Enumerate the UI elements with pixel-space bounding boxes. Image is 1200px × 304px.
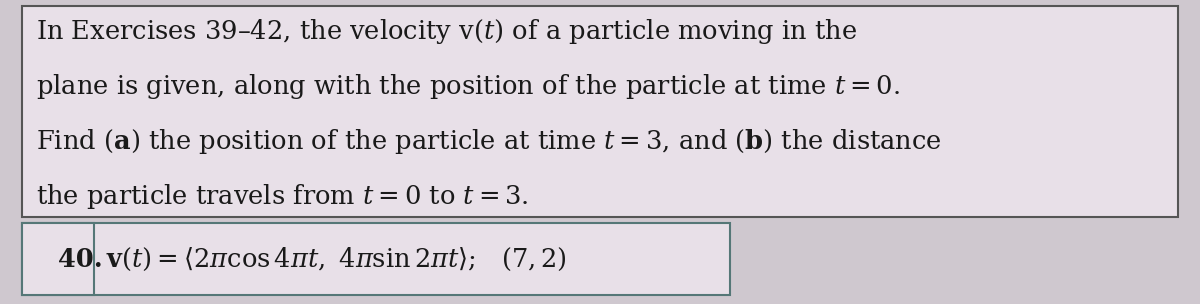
Text: plane is given, along with the position of the particle at time $t = 0$.: plane is given, along with the position … bbox=[36, 72, 900, 101]
Text: In Exercises 39–42, the velocity v(⁠$t$) of a particle moving in the: In Exercises 39–42, the velocity v(⁠$t$)… bbox=[36, 17, 857, 47]
FancyBboxPatch shape bbox=[22, 223, 730, 295]
Text: the particle travels from $t = 0$ to $t = 3$.: the particle travels from $t = 0$ to $t … bbox=[36, 181, 529, 211]
FancyBboxPatch shape bbox=[22, 6, 1178, 217]
FancyBboxPatch shape bbox=[22, 223, 94, 295]
Text: 40.: 40. bbox=[58, 247, 102, 271]
Text: $\mathbf{v}(t) = \langle 2\pi \cos 4\pi t,\ 4\pi \sin 2\pi t\rangle$;   $(7, 2)$: $\mathbf{v}(t) = \langle 2\pi \cos 4\pi … bbox=[106, 245, 566, 273]
Text: Find ($\mathbf{a}$) the position of the particle at time $t = 3$, and ($\mathbf{: Find ($\mathbf{a}$) the position of the … bbox=[36, 127, 942, 156]
